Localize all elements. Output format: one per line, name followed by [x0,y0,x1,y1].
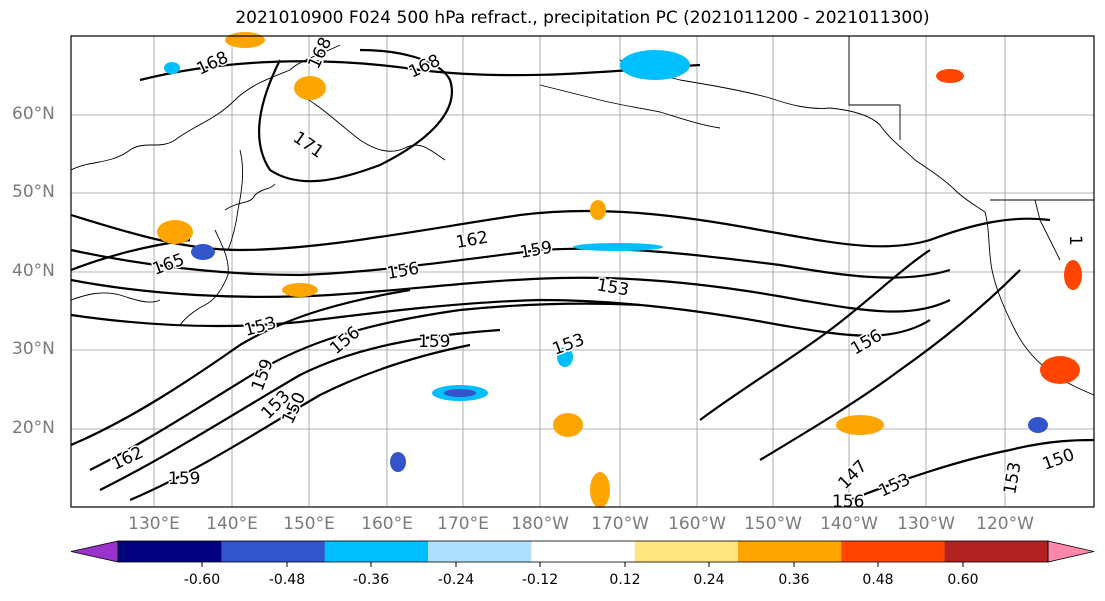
map-title: 2021010900 F024 500 hPa refract., precip… [235,8,930,28]
lon-label: 160°W [668,514,726,534]
colorbar-tick-label: -0.36 [352,572,390,588]
lon-label: 140°E [206,514,258,534]
lat-label: 60°N [12,104,55,124]
colorbar-tick-label: -0.24 [437,572,475,588]
neg-anomaly [1028,417,1048,433]
lon-label: 150°W [744,514,802,534]
lon-label: 140°W [820,514,878,534]
contour-label: 159 [418,332,450,352]
neg-anomaly [444,389,476,397]
colorbar-ticks [201,562,964,567]
japan-honshu [179,229,229,326]
sakhalin-coast [227,149,244,251]
contour-171 [258,48,453,183]
lat-label: 50°N [12,182,55,202]
map-background [71,36,1094,507]
map-frame [70,35,1095,508]
contour-label: 156 [832,492,864,512]
neg-anomaly [390,452,406,472]
lon-label: 170°W [591,514,649,534]
aleutian-chain [539,84,721,129]
lon-label: 160°E [361,514,413,534]
korea-coast [70,292,161,303]
contour-168 [139,60,701,82]
pos-anomaly [553,413,583,437]
neg-anomaly [620,50,690,80]
lat-label: 30°N [12,339,55,359]
contour-label: 1 [1065,235,1085,246]
contour-150 [70,288,411,447]
lon-label: 180°W [511,514,569,534]
pos-anomaly [1040,356,1080,384]
lon-label: 120°W [976,514,1034,534]
pos-anomaly [294,76,326,100]
pos-anomaly [1064,260,1082,290]
contour-153b [129,343,471,502]
neg-anomaly [557,347,573,367]
pos-anomaly [590,472,610,508]
neg-anomaly [164,62,180,74]
pos-anomaly [225,32,265,48]
inland-border [1034,199,1061,261]
precip-shading [157,32,1082,508]
alaska-border [848,36,901,140]
kamchatka-coast [299,94,446,161]
contour-156b [99,328,501,491]
bc-coast [879,124,986,213]
contour-lines [70,48,1095,502]
lat-label: 20°N [12,418,55,438]
asia-coast [70,44,341,171]
pos-anomaly [157,220,193,244]
pos-anomaly [590,200,606,220]
contour-label: 159 [168,469,200,489]
lon-label: 150°E [283,514,335,534]
pos-anomaly [936,69,964,83]
neg-anomaly [191,244,215,260]
pos-anomaly [836,415,884,435]
contour-156c [699,249,931,421]
graticule [71,36,1094,507]
contour-150b [849,438,1095,502]
colorbar-tick-label: 0.48 [862,572,894,588]
colorbar-tick-label: 0.60 [947,572,979,588]
lon-label: 170°E [437,514,489,534]
lon-label: 130°E [128,514,180,534]
contour-153c [759,269,1021,461]
colorbar-tick-label: 0.36 [778,572,810,588]
pos-anomaly [282,283,318,297]
lat-label: 40°N [12,261,55,281]
contour-156 [70,276,951,313]
neg-anomaly [573,243,663,251]
contour-159 [70,247,951,279]
colorbar-tick-label: -0.48 [268,572,306,588]
hokkaido-coast [224,183,276,211]
colorbar-tick-label: 0.12 [609,572,641,588]
contour-153 [70,298,931,337]
colorbar-tick-label: -0.12 [521,572,559,588]
contour-159b [89,302,641,471]
colorbar-tick-label: -0.60 [183,572,221,588]
colorbar-tick-label: 0.24 [693,572,725,588]
lon-label: 130°W [897,514,955,534]
